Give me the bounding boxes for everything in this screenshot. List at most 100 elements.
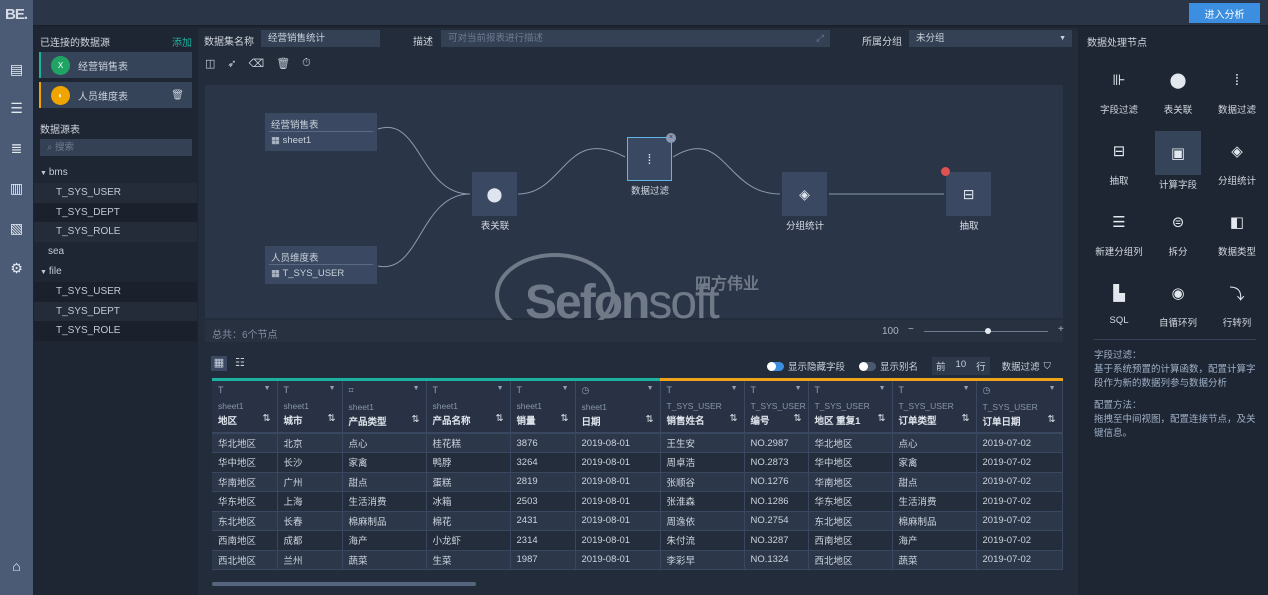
- table-cell: 2019-07-02: [976, 491, 1063, 512]
- trash-icon[interactable]: 🗑: [171, 89, 184, 101]
- tool-data-filter[interactable]: ⁞ 数据过滤: [1209, 60, 1265, 117]
- sort-icon[interactable]: ⇅: [411, 414, 420, 425]
- source-item[interactable]: X 经营销售表: [39, 52, 192, 78]
- tool-row-to-column[interactable]: ⤵ 行转列: [1209, 273, 1265, 330]
- tree-table-item[interactable]: T_SYS_USER: [34, 182, 197, 203]
- source-item[interactable]: ◐ 人员维度表 🗑: [39, 82, 192, 108]
- zoom-out-button[interactable]: −: [908, 324, 914, 335]
- tree-folder-item[interactable]: ▼ file: [34, 262, 197, 282]
- tool-calc-field[interactable]: ▣ 计算字段: [1150, 131, 1206, 191]
- column-header[interactable]: T ▼ sheet1 城市 ⇅: [277, 381, 343, 434]
- list-view-icon[interactable]: ☷: [235, 357, 245, 369]
- dataset-name-input[interactable]: 经营销售统计: [261, 30, 380, 47]
- column-header[interactable]: ◷ ▼ T_SYS_USER 订单日期 ⇅: [976, 381, 1063, 434]
- tool-extract[interactable]: ⊟ 抽取: [1091, 131, 1147, 187]
- field-type-icon: T: [218, 385, 224, 395]
- top-bar: [33, 0, 1268, 26]
- column-header[interactable]: T ▼ T_SYS_USER 销售姓名 ⇅: [660, 381, 745, 434]
- column-header[interactable]: ◷ ▼ sheet1 日期 ⇅: [575, 381, 661, 434]
- timer-icon[interactable]: ⏱: [302, 57, 311, 69]
- show-hidden-toggle[interactable]: [767, 361, 784, 371]
- home-icon[interactable]: ⌂: [12, 558, 21, 574]
- column-header[interactable]: T ▼ sheet1 产品名称 ⇅: [426, 381, 511, 434]
- tree-table-item[interactable]: T_SYS_DEPT: [34, 301, 197, 322]
- sort-icon[interactable]: ⇅: [793, 413, 802, 424]
- gear-icon[interactable]: ⚙: [10, 260, 23, 276]
- description-input[interactable]: 可对当前报表进行描述 ⤢: [441, 30, 830, 47]
- add-source-link[interactable]: 添加: [172, 38, 192, 49]
- tree-table-item[interactable]: T_SYS_USER: [34, 281, 197, 302]
- dropdown-icon[interactable]: ▼: [496, 385, 504, 392]
- sort-icon[interactable]: ⇅: [327, 413, 336, 424]
- dropdown-icon[interactable]: ▼: [328, 385, 336, 392]
- flow-canvas[interactable]: 四方伟业 Sefonsoft 经营销售表 ▦ sheet1 人员维度表 ▦ T_SY…: [205, 85, 1063, 330]
- join-node[interactable]: ⬤: [472, 172, 517, 216]
- show-alias-toggle[interactable]: [859, 361, 877, 371]
- tree-table-item[interactable]: T_SYS_ROLE: [34, 321, 197, 342]
- dropdown-icon[interactable]: ▼: [730, 385, 738, 392]
- tool-sql[interactable]: ▙ SQL: [1091, 273, 1147, 326]
- database-icon[interactable]: ≣: [10, 140, 23, 156]
- grid-view-icon[interactable]: ▦: [211, 356, 227, 371]
- sort-icon[interactable]: ⇅: [877, 413, 886, 424]
- table-cell: NO.3287: [744, 530, 809, 551]
- column-header[interactable]: T ▼ T_SYS_USER 订单类型 ⇅: [892, 381, 977, 434]
- dropdown-icon[interactable]: ▼: [1048, 385, 1056, 392]
- filter-icon[interactable]: ⛉: [1043, 360, 1051, 372]
- send-icon[interactable]: ➶: [227, 58, 237, 70]
- sort-icon[interactable]: ⇅: [262, 413, 271, 424]
- table-icon[interactable]: ▤: [9, 61, 24, 77]
- sort-icon[interactable]: ⇅: [729, 413, 738, 424]
- column-header[interactable]: T ▼ sheet1 地区 ⇅: [212, 381, 278, 434]
- tool-self-loop[interactable]: ◉ 自循环列: [1150, 273, 1206, 329]
- sort-icon[interactable]: ⇅: [645, 414, 654, 425]
- tool-group-stats[interactable]: ◈ 分组统计: [1209, 131, 1265, 187]
- source-node[interactable]: 人员维度表 ▦ T_SYS_USER: [265, 246, 377, 284]
- tree-folder-item[interactable]: sea: [34, 242, 197, 263]
- column-header[interactable]: T ▼ T_SYS_USER 地区 重复1 ⇅: [808, 381, 893, 434]
- column-header[interactable]: T ▼ sheet1 销量 ⇅: [510, 381, 576, 434]
- dropdown-icon[interactable]: ▼: [962, 385, 970, 392]
- group-select[interactable]: 未分组 ▼: [909, 30, 1072, 47]
- sort-icon[interactable]: ⇅: [1047, 414, 1056, 425]
- zoom-in-button[interactable]: +: [1058, 324, 1064, 335]
- tool-new-group-column[interactable]: ☰ 新建分组列: [1091, 202, 1147, 258]
- source-node[interactable]: 经营销售表 ▦ sheet1: [265, 113, 377, 151]
- tool-join[interactable]: ⬤ 表关联: [1150, 60, 1206, 116]
- search-input[interactable]: ⌕ 搜索: [40, 139, 192, 156]
- tool-field-filter[interactable]: ⊪ 字段过滤: [1091, 60, 1147, 116]
- tool-data-type[interactable]: ◧ 数据类型: [1209, 202, 1265, 258]
- top-rows-input[interactable]: 前 10 行: [932, 357, 990, 375]
- dropdown-icon[interactable]: ▼: [646, 385, 654, 392]
- table-cell: 2314: [510, 530, 576, 551]
- data-filter-node[interactable]: ⁞ ×: [627, 133, 676, 181]
- column-header[interactable]: T ▼ T_SYS_USER 编号 ⇅: [744, 381, 809, 434]
- eraser-icon[interactable]: ⌫: [248, 58, 265, 70]
- delete-icon[interactable]: 🗑: [276, 58, 291, 70]
- dropdown-icon[interactable]: ▼: [794, 385, 802, 392]
- dropdown-icon[interactable]: ▼: [412, 385, 420, 392]
- expand-icon[interactable]: ⤢: [816, 33, 824, 44]
- sort-icon[interactable]: ⇅: [961, 413, 970, 424]
- column-header[interactable]: ⌗ ▼ sheet1 产品类型 ⇅: [342, 381, 427, 434]
- close-icon[interactable]: ×: [666, 133, 676, 143]
- sort-icon[interactable]: ⇅: [495, 413, 504, 424]
- save-icon[interactable]: ◫: [205, 58, 216, 70]
- tree-table-item[interactable]: T_SYS_DEPT: [34, 202, 197, 223]
- dashboard-icon[interactable]: ▥: [9, 180, 24, 196]
- sort-icon[interactable]: ⇅: [560, 413, 569, 424]
- data-filter-link[interactable]: 数据过滤: [1001, 362, 1040, 373]
- horizontal-scrollbar[interactable]: [212, 582, 476, 586]
- extract-node[interactable]: ⊟: [941, 167, 991, 216]
- dropdown-icon[interactable]: ▼: [561, 385, 569, 392]
- group-stats-node[interactable]: ◈: [782, 172, 827, 216]
- tool-split[interactable]: ⊜ 拆分: [1150, 202, 1206, 258]
- tree-folder-item[interactable]: ▼ bms: [34, 163, 197, 183]
- dropdown-icon[interactable]: ▼: [878, 385, 886, 392]
- tree-table-item[interactable]: T_SYS_ROLE: [34, 222, 197, 243]
- report-icon[interactable]: ☰: [10, 100, 23, 116]
- file-settings-icon[interactable]: ▧: [9, 220, 24, 236]
- enter-analysis-button[interactable]: 进入分析: [1189, 3, 1260, 23]
- zoom-slider-handle[interactable]: [985, 328, 991, 334]
- dropdown-icon[interactable]: ▼: [263, 385, 271, 392]
